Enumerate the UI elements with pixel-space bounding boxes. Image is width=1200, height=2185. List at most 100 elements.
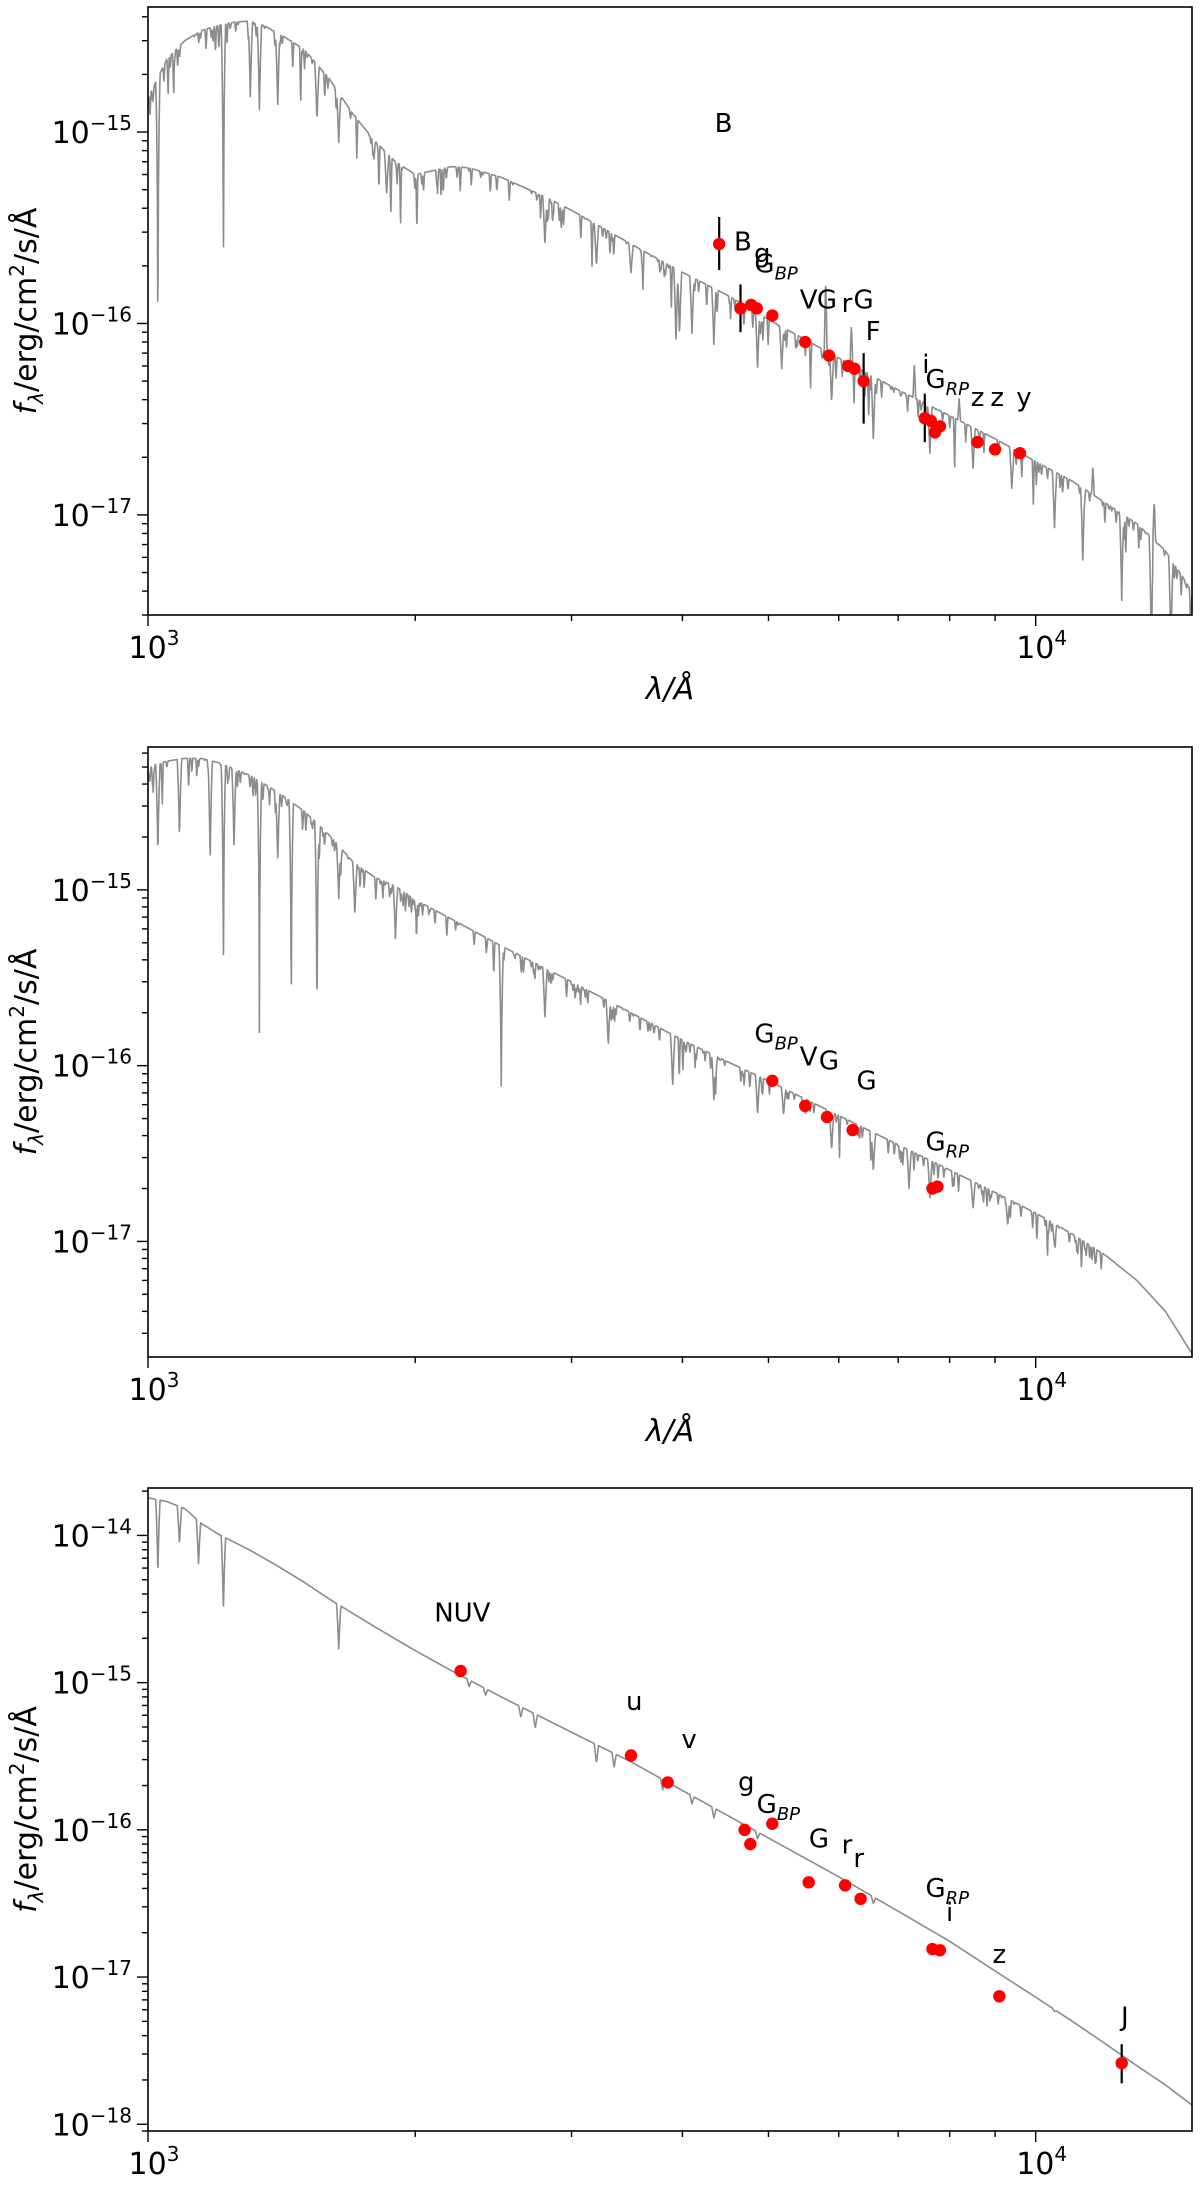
photometry-point xyxy=(933,420,947,433)
photometry-point xyxy=(744,1837,757,1851)
photometry-label: GRP xyxy=(925,1127,969,1162)
plot-frame xyxy=(147,1487,1193,2132)
photometry-label: G xyxy=(857,1067,877,1097)
photometry-point xyxy=(848,362,861,375)
photometry-label: z xyxy=(992,1940,1006,1970)
y-tick-label: 10−16 xyxy=(52,1045,132,1085)
y-axis-label: fλ/erg/cm2/s/Å xyxy=(5,1706,48,1913)
x-tick-label: 104 xyxy=(1016,626,1067,666)
photometry-label: g xyxy=(754,239,771,269)
photometry-label: GBP xyxy=(757,1790,801,1825)
photometry-label: r xyxy=(853,1844,864,1874)
x-tick-label: 103 xyxy=(129,626,180,666)
photometry-point xyxy=(734,302,747,315)
x-tick-label: 103 xyxy=(129,2142,180,2182)
model-spectrum-line xyxy=(148,20,1192,615)
photometry-label: y xyxy=(1016,383,1031,413)
photometry-point xyxy=(838,1879,852,1892)
x-tick-label: 104 xyxy=(1016,2142,1067,2182)
photometry-point xyxy=(820,1110,834,1124)
photometry-label-sub: RP xyxy=(946,1888,970,1909)
photometry-point xyxy=(988,443,1002,456)
plot-frame xyxy=(147,746,1193,1358)
y-axis-label: fλ/erg/cm2/s/Å xyxy=(5,948,48,1155)
x-tick-label: 103 xyxy=(129,1368,180,1408)
photometry-label-base: G xyxy=(925,365,945,395)
photometry-point xyxy=(802,1876,815,1889)
photometry-label: GRP xyxy=(925,1874,969,1909)
photometry-point xyxy=(933,1944,947,1957)
photometry-label-base: G xyxy=(754,1020,774,1050)
photometry-point xyxy=(854,1892,867,1906)
model-spectrum-line xyxy=(148,1497,1192,2106)
y-tick-label: 10−15 xyxy=(52,1662,132,1702)
photometry-label: i xyxy=(922,350,929,380)
photometry-label: G xyxy=(819,1047,839,1077)
photometry-label: g xyxy=(738,1768,755,1798)
photometry-label: u xyxy=(626,1687,642,1717)
plot-frame xyxy=(147,6,1193,616)
photometry-point xyxy=(931,1180,944,1193)
photometry-label: z xyxy=(971,383,985,413)
photometry-point xyxy=(799,335,812,349)
y-tick-label: 10−18 xyxy=(52,2103,132,2143)
photometry-label: G xyxy=(817,285,837,315)
photometry-point xyxy=(924,414,938,428)
model-spectrum-line xyxy=(148,757,1192,1355)
photometry-label: GBP xyxy=(754,249,798,284)
photometry-label: G xyxy=(809,1824,829,1854)
photometry-label: V xyxy=(800,285,818,315)
photometry-point xyxy=(846,1123,859,1137)
y-tick-label: 10−15 xyxy=(52,111,132,151)
y-tick-label: 10−17 xyxy=(52,1956,132,1996)
photometry-point xyxy=(1115,2056,1128,2070)
photometry-label-sub: BP xyxy=(775,263,798,284)
x-tick-label: 104 xyxy=(1016,1368,1067,1408)
photometry-point xyxy=(993,1990,1006,2003)
photometry-label: i xyxy=(946,1898,953,1928)
photometry-label: r xyxy=(842,1831,853,1861)
photometry-label-sub: RP xyxy=(946,379,970,400)
photometry-point xyxy=(766,1074,779,1088)
x-axis-label: λ/Å xyxy=(644,1413,694,1449)
photometry-label: NUV xyxy=(434,1599,490,1629)
photometry-label-base: G xyxy=(925,1127,945,1157)
photometry-label-base: G xyxy=(925,1874,945,1904)
photometry-point xyxy=(454,1664,467,1678)
photometry-point xyxy=(857,374,870,388)
photometry-label: GBP xyxy=(754,1020,798,1055)
photometry-point xyxy=(750,302,763,315)
photometry-point xyxy=(822,349,836,362)
photometry-point xyxy=(738,1823,751,1837)
y-tick-label: 10−16 xyxy=(52,1809,132,1849)
photometry-label: z xyxy=(990,383,1004,413)
x-axis-label: λ/Å xyxy=(644,671,694,707)
photometry-point xyxy=(624,1749,638,1762)
photometry-point xyxy=(799,1099,812,1113)
photometry-label-sub: RP xyxy=(946,1141,970,1162)
photometry-point xyxy=(1013,447,1027,460)
y-tick-label: 10−16 xyxy=(52,302,132,342)
photometry-label: GRP xyxy=(925,365,969,400)
photometry-label: B xyxy=(715,109,733,139)
y-axis-label: fλ/erg/cm2/s/Å xyxy=(5,207,48,414)
photometry-label: B xyxy=(734,228,752,258)
y-tick-label: 10−17 xyxy=(52,1220,132,1260)
photometry-label: J xyxy=(1119,2002,1129,2032)
photometry-label-sub: BP xyxy=(777,1804,800,1825)
photometry-label: G xyxy=(854,285,874,315)
photometry-point xyxy=(971,435,984,449)
photometry-label: v xyxy=(681,1725,696,1755)
y-tick-label: 10−14 xyxy=(52,1514,132,1554)
photometry-label: r xyxy=(842,289,853,319)
photometry-point xyxy=(661,1776,674,1789)
photometry-point xyxy=(766,309,779,322)
y-tick-label: 10−15 xyxy=(52,869,132,909)
photometry-point xyxy=(712,237,726,251)
photometry-label-base: G xyxy=(757,1790,777,1820)
photometry-label-sub: BP xyxy=(775,1034,798,1055)
